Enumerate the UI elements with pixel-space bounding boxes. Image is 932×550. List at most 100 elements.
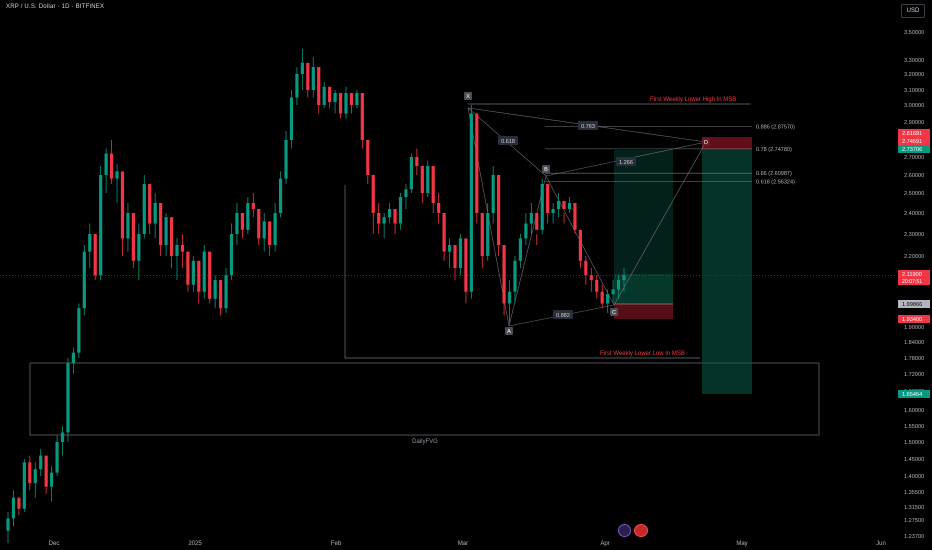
ratio-badge [616, 157, 636, 166]
candle-body [295, 74, 299, 98]
symbol-title: XRP / U.S. Dollar · 1D · BITFINEX [6, 4, 105, 10]
candle-body [442, 213, 446, 252]
candle-body [600, 291, 604, 304]
y-tick-label: 3.00000 [904, 103, 924, 109]
candle-body [524, 223, 528, 239]
candle-body [371, 175, 375, 213]
candle-body [311, 67, 315, 90]
candle-body [164, 217, 168, 245]
pattern-point-marker [464, 92, 472, 100]
candle-body [202, 251, 206, 292]
fib-label: 0.618 (2.56324) [756, 180, 795, 186]
candle-body [458, 238, 463, 268]
candle-body [142, 184, 146, 234]
price-tag [898, 270, 930, 285]
ratio-label: 0.882 [556, 313, 570, 319]
price-tag [898, 300, 930, 308]
y-tick-label: 2.20000 [904, 254, 924, 260]
ratio-badge [553, 310, 573, 319]
y-tick-label: 1.55000 [904, 424, 924, 430]
long-stop-zone [614, 304, 673, 319]
x-tick-label: Dec [49, 541, 60, 547]
candle-body [186, 251, 190, 285]
candle-body [338, 93, 343, 114]
candle-body [6, 518, 10, 531]
pattern-point-marker [610, 308, 618, 316]
x-tick-label: May [736, 541, 747, 547]
price-tag-value: 1.99866 [902, 302, 922, 308]
candle-body [289, 97, 294, 140]
candle-body [60, 432, 65, 442]
candle-body [88, 234, 92, 252]
candle-body [71, 352, 76, 364]
y-tick-label: 3.50000 [904, 30, 924, 36]
price-tag-value: 1.93400 [902, 317, 922, 323]
candle-body [355, 93, 359, 105]
candle-body [611, 289, 615, 295]
candle-body [148, 184, 152, 224]
candle-body [475, 113, 479, 213]
candle-body [191, 260, 195, 285]
price-tag-value: 2.73706 [902, 147, 922, 153]
ratio-badge [498, 136, 518, 145]
ratio-badge [578, 121, 598, 130]
y-tick-label: 1.60000 [904, 408, 924, 414]
candle-body [262, 221, 266, 239]
long-target-zone [614, 150, 673, 274]
price-tag-value: 1.65454 [902, 392, 922, 398]
y-tick-label: 2.60000 [904, 173, 924, 179]
candle-body [589, 275, 593, 280]
candle-body [109, 153, 114, 179]
y-tick-label: 1.50000 [904, 440, 924, 446]
y-tick-label: 3.10000 [904, 88, 924, 94]
candle-body [82, 251, 86, 309]
pattern-point-label: B [544, 167, 548, 173]
pattern-point-label: C [612, 310, 616, 316]
daily-fvg-box [29, 362, 820, 436]
candle-body [420, 166, 424, 193]
lower-low-label: First Weekly Lower Low In MSB [600, 351, 685, 357]
candle-body [606, 294, 610, 304]
candle-body [66, 363, 70, 433]
candle-body [33, 469, 37, 484]
candle-body [137, 234, 141, 261]
candle-body [77, 308, 81, 353]
candle-body [404, 189, 408, 197]
y-tick-label: 1.31500 [904, 505, 924, 511]
candle-body [513, 260, 517, 292]
ratio-label: 0.618 [501, 139, 515, 145]
x-tick-label: Jun [876, 541, 886, 547]
candle-body [115, 171, 119, 179]
y-tick-label: 2.90000 [904, 120, 924, 126]
price-tag [898, 137, 930, 145]
price-tag-value: 2.11900 [902, 272, 922, 278]
candle-body [273, 213, 277, 245]
candle-body [257, 209, 261, 239]
candle-body [464, 238, 468, 292]
candle-body [502, 245, 506, 304]
candle-body [306, 62, 310, 90]
candle-body [159, 203, 163, 245]
price-tag [898, 129, 930, 137]
pattern-leg [508, 175, 547, 327]
candle-body [377, 213, 381, 224]
earnings-flag-icon[interactable] [634, 524, 648, 537]
y-tick-label: 1.84000 [904, 340, 924, 346]
candle-body [507, 291, 512, 304]
short-stop-zone [702, 137, 752, 150]
price-tag-value: 2.81691 [902, 131, 922, 137]
fib-label: 0.886 (2.87570) [756, 124, 795, 130]
candle-body [518, 238, 523, 261]
short-target-zone [702, 150, 752, 394]
event-marker-icon[interactable] [618, 524, 631, 537]
lower-high-label: First Weekly Lower High In MSB [650, 97, 736, 103]
candle-body [278, 178, 283, 213]
candle-body [622, 275, 626, 280]
candle-body [208, 251, 212, 299]
currency-unit-button[interactable]: USD [901, 4, 925, 18]
y-tick-label: 2.30000 [904, 232, 924, 238]
candle-body [584, 260, 588, 276]
y-tick-label: 2.70000 [904, 155, 924, 161]
